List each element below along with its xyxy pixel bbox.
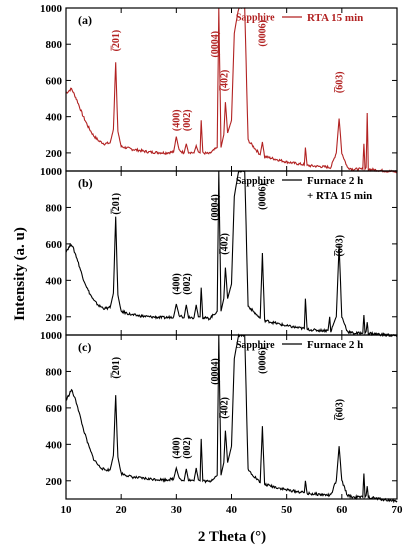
peak-label: (002) bbox=[182, 437, 193, 459]
peak-label: (̅402) bbox=[219, 70, 230, 92]
y-tick-label: 600 bbox=[46, 403, 63, 415]
peak-label: (̅201) bbox=[111, 30, 122, 52]
panel-label: (a) bbox=[78, 13, 92, 27]
x-tick-label: 50 bbox=[281, 504, 293, 516]
x-tick-label: 10 bbox=[61, 504, 73, 516]
y-tick-label: 800 bbox=[46, 366, 63, 378]
xrd-curve-c bbox=[65, 333, 398, 504]
peak-label: (̅201) bbox=[111, 357, 122, 379]
peak-label: (̅402) bbox=[219, 233, 230, 255]
x-tick-label: 60 bbox=[336, 504, 348, 516]
legend-entry: + RTA 15 min bbox=[307, 190, 372, 202]
y-tick-label: 200 bbox=[46, 148, 63, 160]
legend-entry: Furnace 2 h bbox=[307, 175, 363, 187]
y-tick-label: 1000 bbox=[40, 3, 63, 15]
y-tick-label: 400 bbox=[46, 275, 63, 287]
peak-label: (0006) bbox=[257, 183, 268, 210]
peak-label: (̅603) bbox=[335, 235, 346, 257]
peak-label: (̅402) bbox=[219, 397, 230, 419]
y-tick-label: 200 bbox=[46, 312, 63, 324]
peak-label: Sapphire bbox=[236, 13, 275, 24]
peak-label: (0004) bbox=[210, 194, 221, 221]
y-tick-label: 800 bbox=[46, 39, 63, 51]
peak-label: (0004) bbox=[210, 358, 221, 385]
y-tick-label: 600 bbox=[46, 75, 63, 87]
x-tick-label: 40 bbox=[226, 504, 238, 516]
y-tick-label: 400 bbox=[46, 112, 63, 124]
panel-label: (c) bbox=[78, 340, 91, 354]
xrd-curve-b bbox=[65, 170, 398, 338]
peak-label: (0006) bbox=[257, 20, 268, 47]
peak-label: (002) bbox=[182, 273, 193, 295]
x-tick-label: 30 bbox=[171, 504, 183, 516]
y-axis-title: Intensity (a. u) bbox=[12, 227, 28, 321]
x-tick-label: 70 bbox=[392, 504, 404, 516]
peak-label: (̅201) bbox=[111, 193, 122, 215]
x-axis-title: 2 Theta (°) bbox=[198, 529, 266, 545]
peak-label: (̅603) bbox=[335, 71, 346, 93]
peak-label: (0006) bbox=[257, 347, 268, 374]
xrd-curve-a bbox=[65, 7, 398, 174]
peak-label: (0004) bbox=[210, 31, 221, 58]
y-tick-label: 1000 bbox=[40, 166, 63, 178]
legend-entry: RTA 15 min bbox=[307, 12, 363, 24]
y-tick-label: 1000 bbox=[40, 330, 63, 342]
legend-entry: Furnace 2 h bbox=[307, 339, 363, 351]
y-tick-label: 400 bbox=[46, 439, 63, 451]
peak-label: (002) bbox=[182, 109, 193, 131]
y-tick-label: 800 bbox=[46, 202, 63, 214]
peak-label: (400) bbox=[171, 109, 182, 131]
panel-label: (b) bbox=[78, 176, 93, 190]
x-tick-label: 20 bbox=[116, 504, 128, 516]
peak-label: Sapphire bbox=[236, 340, 275, 351]
peak-label: (̅603) bbox=[335, 399, 346, 421]
y-tick-label: 200 bbox=[46, 476, 63, 488]
peak-label: Sapphire bbox=[236, 176, 275, 187]
peak-label: (400) bbox=[171, 273, 182, 295]
panels-group: 200 400 600 800 1000 (a) RTA 15 min (̅201) (400)… bbox=[40, 3, 403, 516]
peak-label: (400) bbox=[171, 437, 182, 459]
y-tick-label: 600 bbox=[46, 239, 63, 251]
